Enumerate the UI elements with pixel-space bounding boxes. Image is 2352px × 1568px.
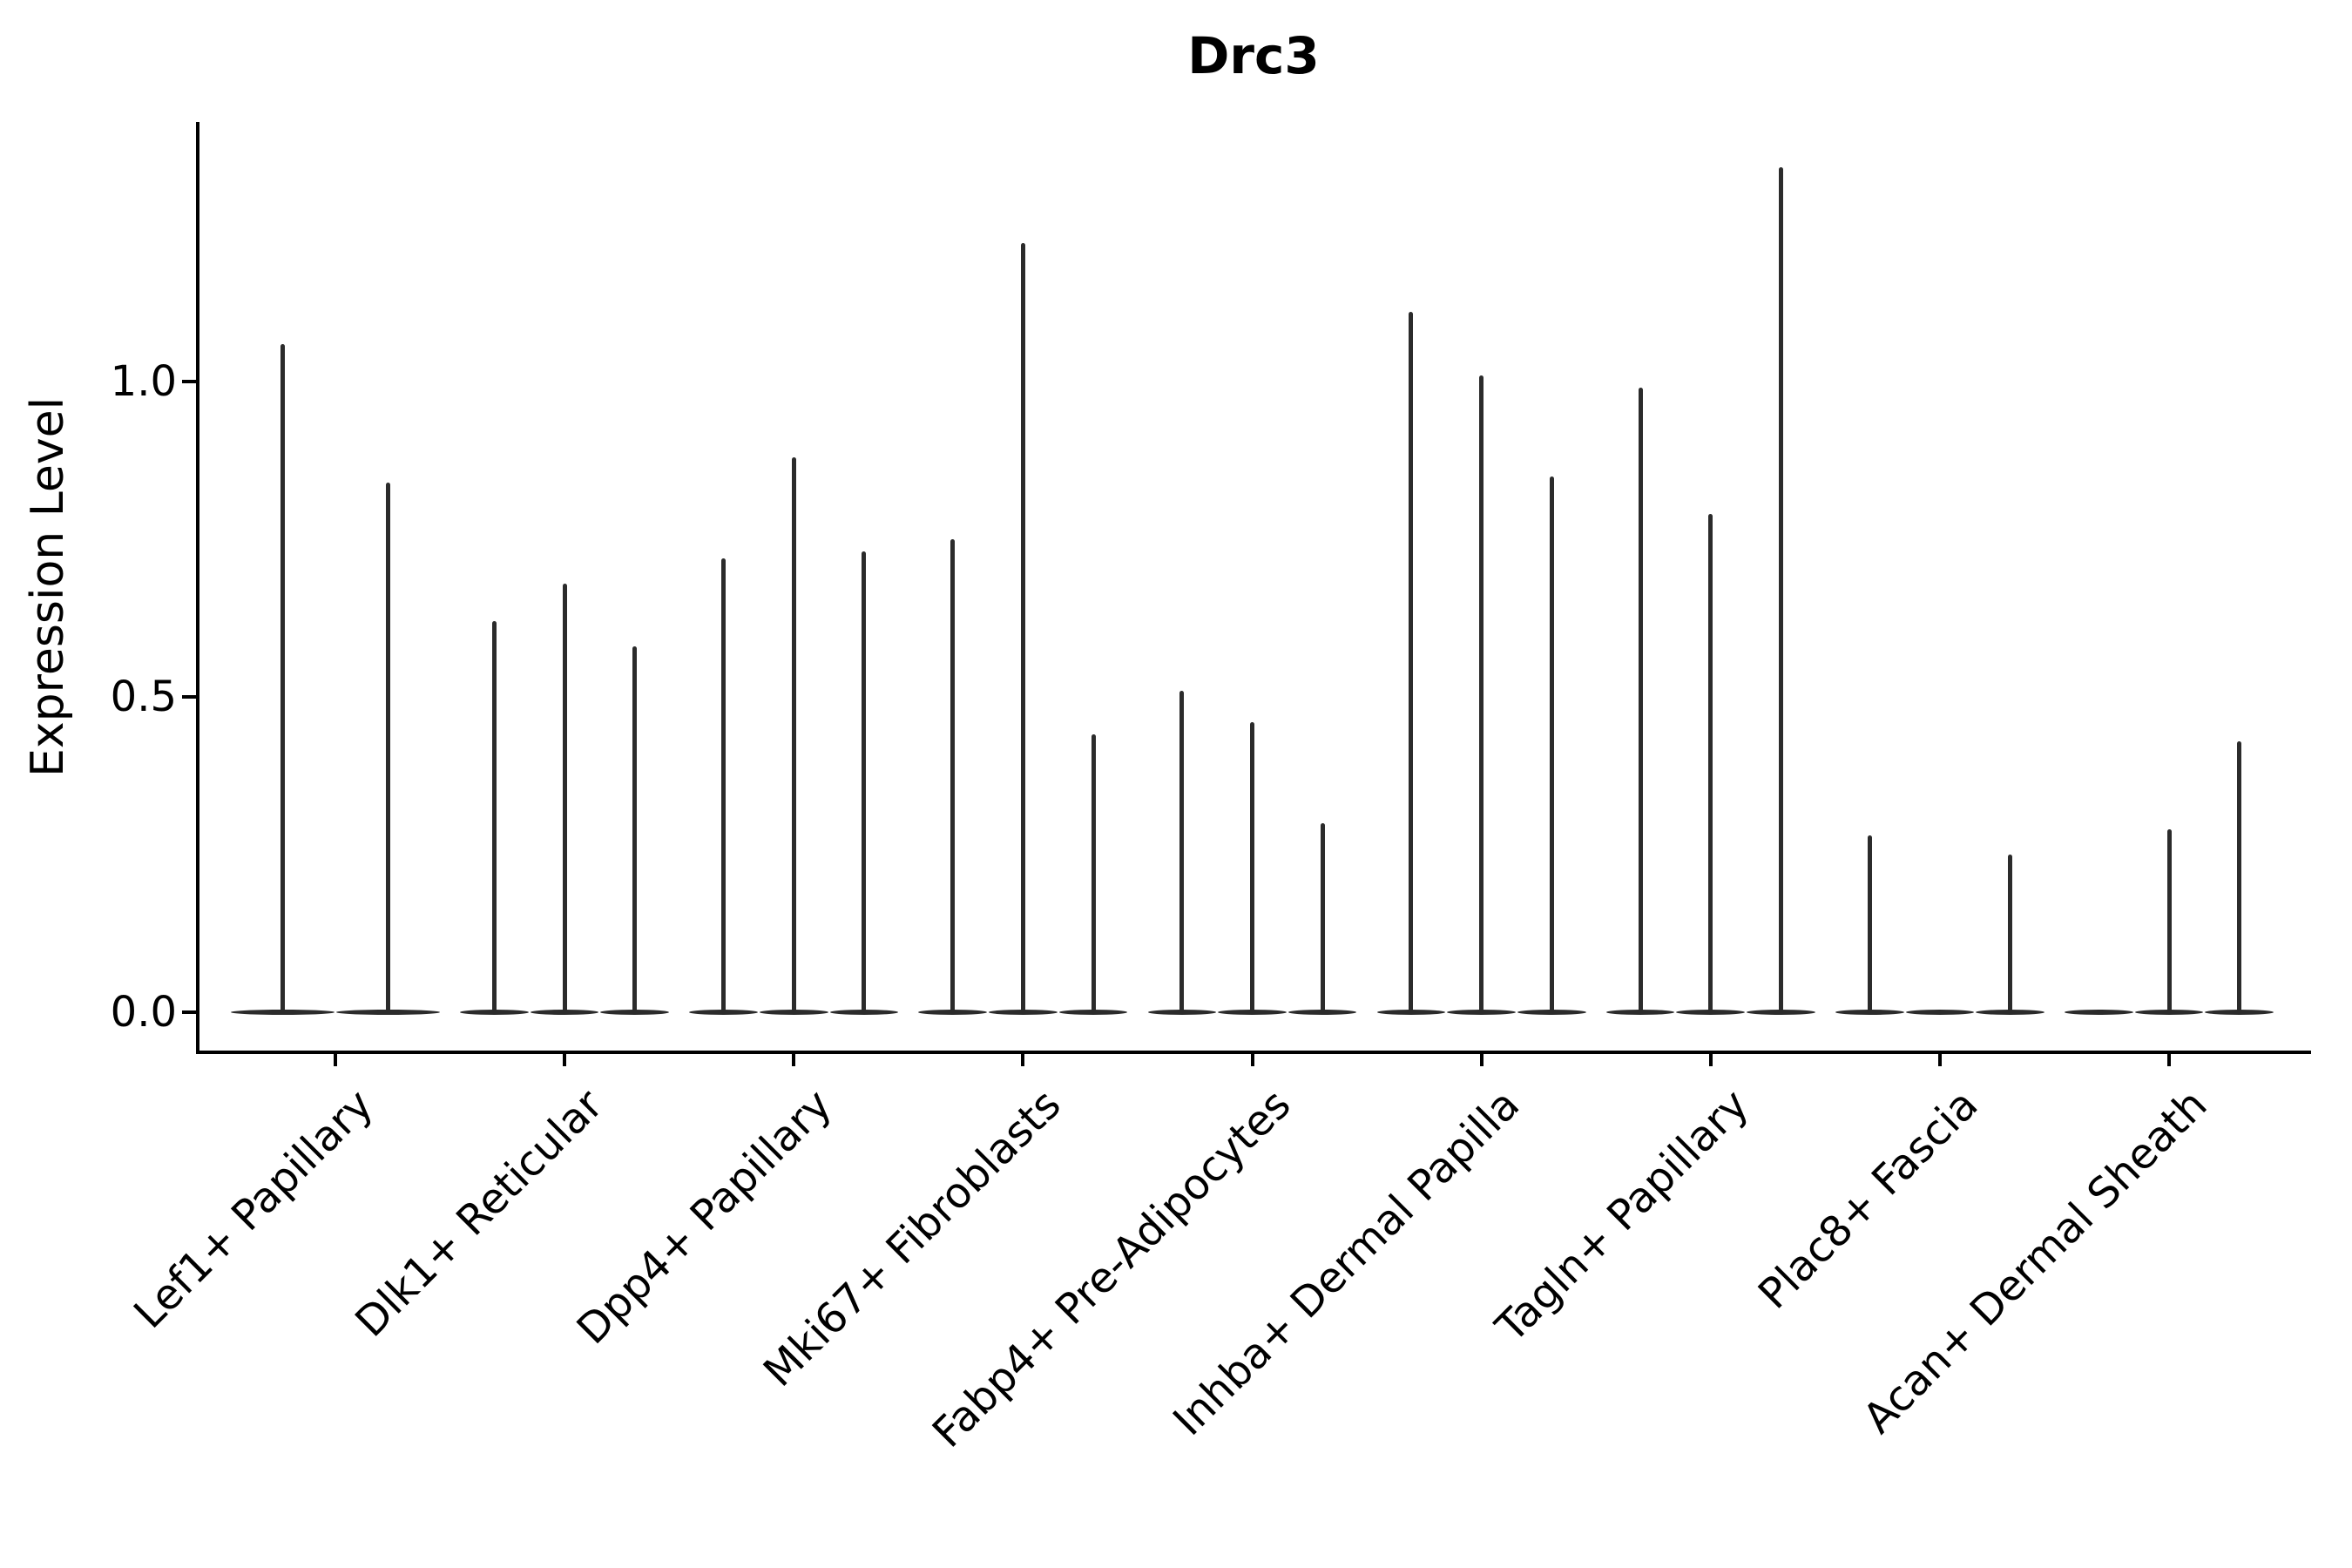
violin-spike — [1778, 166, 1783, 1014]
x-tick — [1021, 1051, 1025, 1066]
x-tick-label: Plac8+ Fascia — [1748, 1080, 1988, 1319]
violin-spike — [2237, 740, 2242, 1014]
violin-spike — [632, 646, 638, 1014]
chart-title: Drc3 — [1187, 26, 1320, 85]
violin-spike — [1020, 242, 1025, 1014]
violin-spike — [280, 343, 285, 1014]
violin-spike — [721, 558, 727, 1014]
x-tick-label: Lef1+ Papillary — [125, 1080, 383, 1338]
violin-spike — [862, 551, 867, 1014]
violin-spike — [1549, 476, 1554, 1014]
violin-spike — [1867, 835, 1872, 1014]
violin-spike — [562, 583, 567, 1014]
x-tick — [563, 1051, 567, 1066]
violin-spike — [791, 456, 796, 1014]
x-tick — [1479, 1051, 1484, 1066]
violin-spike — [386, 482, 390, 1014]
x-tick — [1250, 1051, 1254, 1066]
y-tick — [182, 695, 196, 699]
y-tick-label: 1.0 — [110, 357, 177, 406]
violin-spike — [2166, 829, 2172, 1014]
y-tick — [182, 380, 196, 383]
y-tick — [182, 1010, 196, 1014]
y-axis-spine — [196, 122, 199, 1054]
x-tick — [1937, 1051, 1942, 1066]
violin-body — [1905, 1010, 1975, 1015]
x-tick-label: Dlk1+ Reticular — [346, 1080, 612, 1347]
y-tick-label: 0.5 — [110, 672, 177, 721]
violin-spike — [1409, 312, 1414, 1014]
x-tick-label: Dpp4+ Papillary — [567, 1080, 841, 1355]
x-tick — [334, 1051, 337, 1066]
violin-spike — [491, 621, 497, 1014]
y-tick-label: 0.0 — [110, 988, 177, 1037]
violin-spike — [1320, 822, 1325, 1014]
x-tick — [1708, 1051, 1713, 1066]
violin-spike — [2008, 855, 2013, 1014]
violin-spike — [1479, 375, 1484, 1014]
violin-spike — [1250, 721, 1254, 1014]
violin-spike — [1179, 690, 1185, 1014]
violin-spike — [1638, 388, 1643, 1014]
violin-body — [2065, 1010, 2133, 1015]
x-tick-label: Tagln+ Papillary — [1486, 1080, 1759, 1352]
violin-spike — [1708, 514, 1713, 1014]
x-tick — [2167, 1051, 2171, 1066]
x-tick — [792, 1051, 796, 1066]
violin-spike — [950, 539, 956, 1014]
violin-spike — [1091, 734, 1096, 1014]
